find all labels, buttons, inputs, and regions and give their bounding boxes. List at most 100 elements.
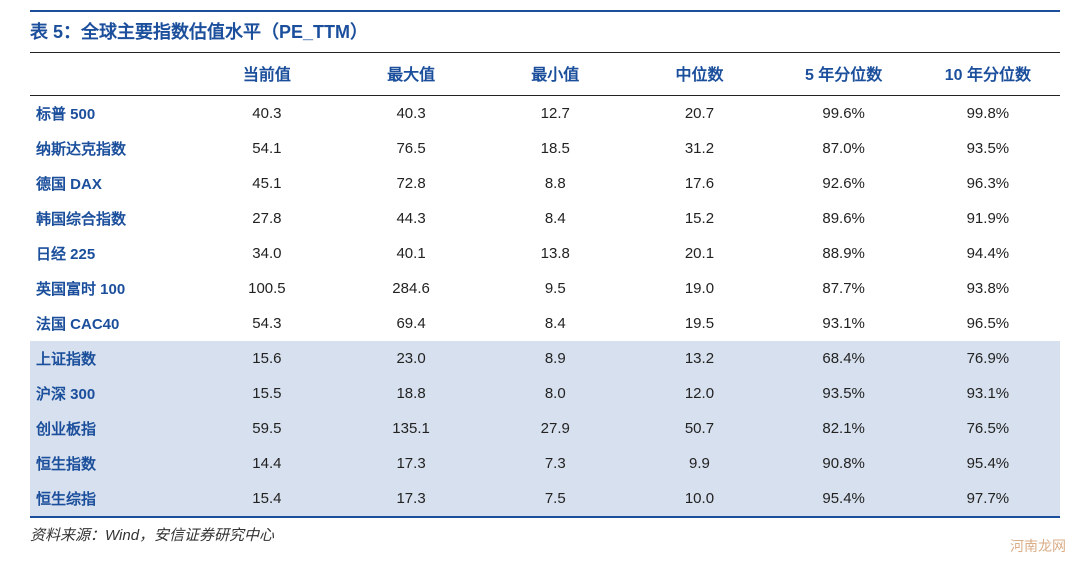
table-cell: 99.8%: [916, 96, 1060, 132]
table-cell: 54.3: [195, 306, 339, 341]
table-cell: 91.9%: [916, 201, 1060, 236]
table-cell: 9.5: [483, 271, 627, 306]
col-header-max: 最大值: [339, 53, 483, 96]
table-cell: 95.4%: [916, 446, 1060, 481]
table-row: 法国 CAC4054.369.48.419.593.1%96.5%: [30, 306, 1060, 341]
table-cell: 54.1: [195, 131, 339, 166]
table-row: 英国富时 100100.5284.69.519.087.7%93.8%: [30, 271, 1060, 306]
table-cell: 标普 500: [30, 96, 195, 132]
source-note: 资料来源：Wind，安信证券研究中心: [30, 518, 1060, 545]
table-cell: 93.1%: [916, 376, 1060, 411]
table-cell: 94.4%: [916, 236, 1060, 271]
table-cell: 97.7%: [916, 481, 1060, 517]
table-cell: 44.3: [339, 201, 483, 236]
table-cell: 27.9: [483, 411, 627, 446]
table-cell: 93.8%: [916, 271, 1060, 306]
table-cell: 27.8: [195, 201, 339, 236]
table-row: 德国 DAX45.172.88.817.692.6%96.3%: [30, 166, 1060, 201]
valuation-table: 当前值 最大值 最小值 中位数 5 年分位数 10 年分位数 标普 50040.…: [30, 53, 1060, 518]
table-cell: 76.5: [339, 131, 483, 166]
table-cell: 99.6%: [772, 96, 916, 132]
table-cell: 93.5%: [916, 131, 1060, 166]
table-cell: 92.6%: [772, 166, 916, 201]
table-cell: 76.9%: [916, 341, 1060, 376]
table-cell: 恒生指数: [30, 446, 195, 481]
table-cell: 英国富时 100: [30, 271, 195, 306]
table-cell: 96.3%: [916, 166, 1060, 201]
table-cell: 23.0: [339, 341, 483, 376]
table-cell: 284.6: [339, 271, 483, 306]
table-cell: 7.3: [483, 446, 627, 481]
table-row: 上证指数15.623.08.913.268.4%76.9%: [30, 341, 1060, 376]
table-cell: 20.1: [627, 236, 771, 271]
col-header-name: [30, 53, 195, 96]
table-title: 表 5：全球主要指数估值水平（PE_TTM）: [30, 10, 1060, 53]
table-cell: 19.5: [627, 306, 771, 341]
table-cell: 68.4%: [772, 341, 916, 376]
table-cell: 14.4: [195, 446, 339, 481]
table-cell: 95.4%: [772, 481, 916, 517]
table-cell: 87.0%: [772, 131, 916, 166]
table-cell: 13.8: [483, 236, 627, 271]
table-cell: 沪深 300: [30, 376, 195, 411]
table-cell: 69.4: [339, 306, 483, 341]
table-cell: 72.8: [339, 166, 483, 201]
table-cell: 12.0: [627, 376, 771, 411]
table-cell: 96.5%: [916, 306, 1060, 341]
table-cell: 59.5: [195, 411, 339, 446]
table-cell: 17.3: [339, 446, 483, 481]
table-cell: 76.5%: [916, 411, 1060, 446]
table-cell: 93.1%: [772, 306, 916, 341]
table-cell: 8.0: [483, 376, 627, 411]
table-cell: 创业板指: [30, 411, 195, 446]
col-header-median: 中位数: [627, 53, 771, 96]
col-header-min: 最小值: [483, 53, 627, 96]
table-cell: 135.1: [339, 411, 483, 446]
table-row: 韩国综合指数27.844.38.415.289.6%91.9%: [30, 201, 1060, 236]
table-row: 标普 50040.340.312.720.799.6%99.8%: [30, 96, 1060, 132]
col-header-10y: 10 年分位数: [916, 53, 1060, 96]
table-cell: 法国 CAC40: [30, 306, 195, 341]
table-cell: 19.0: [627, 271, 771, 306]
table-cell: 50.7: [627, 411, 771, 446]
table-cell: 90.8%: [772, 446, 916, 481]
table-cell: 45.1: [195, 166, 339, 201]
table-cell: 18.8: [339, 376, 483, 411]
table-cell: 13.2: [627, 341, 771, 376]
table-cell: 40.3: [195, 96, 339, 132]
table-cell: 100.5: [195, 271, 339, 306]
table-cell: 9.9: [627, 446, 771, 481]
table-cell: 20.7: [627, 96, 771, 132]
table-row: 恒生综指15.417.37.510.095.4%97.7%: [30, 481, 1060, 517]
table-cell: 12.7: [483, 96, 627, 132]
table-row: 恒生指数14.417.37.39.990.8%95.4%: [30, 446, 1060, 481]
table-row: 创业板指59.5135.127.950.782.1%76.5%: [30, 411, 1060, 446]
table-body: 标普 50040.340.312.720.799.6%99.8%纳斯达克指数54…: [30, 96, 1060, 518]
table-cell: 日经 225: [30, 236, 195, 271]
table-cell: 93.5%: [772, 376, 916, 411]
col-header-current: 当前值: [195, 53, 339, 96]
table-cell: 17.6: [627, 166, 771, 201]
table-cell: 8.9: [483, 341, 627, 376]
watermark: 河南龙网: [1010, 536, 1066, 556]
table-cell: 韩国综合指数: [30, 201, 195, 236]
table-row: 沪深 30015.518.88.012.093.5%93.1%: [30, 376, 1060, 411]
table-cell: 18.5: [483, 131, 627, 166]
col-header-5y: 5 年分位数: [772, 53, 916, 96]
table-cell: 88.9%: [772, 236, 916, 271]
table-cell: 40.1: [339, 236, 483, 271]
table-cell: 10.0: [627, 481, 771, 517]
table-cell: 40.3: [339, 96, 483, 132]
table-cell: 31.2: [627, 131, 771, 166]
table-cell: 德国 DAX: [30, 166, 195, 201]
table-row: 日经 22534.040.113.820.188.9%94.4%: [30, 236, 1060, 271]
table-cell: 15.4: [195, 481, 339, 517]
table-row: 纳斯达克指数54.176.518.531.287.0%93.5%: [30, 131, 1060, 166]
table-cell: 89.6%: [772, 201, 916, 236]
table-cell: 8.8: [483, 166, 627, 201]
table-cell: 7.5: [483, 481, 627, 517]
table-cell: 82.1%: [772, 411, 916, 446]
table-header-row: 当前值 最大值 最小值 中位数 5 年分位数 10 年分位数: [30, 53, 1060, 96]
table-cell: 上证指数: [30, 341, 195, 376]
table-cell: 8.4: [483, 306, 627, 341]
